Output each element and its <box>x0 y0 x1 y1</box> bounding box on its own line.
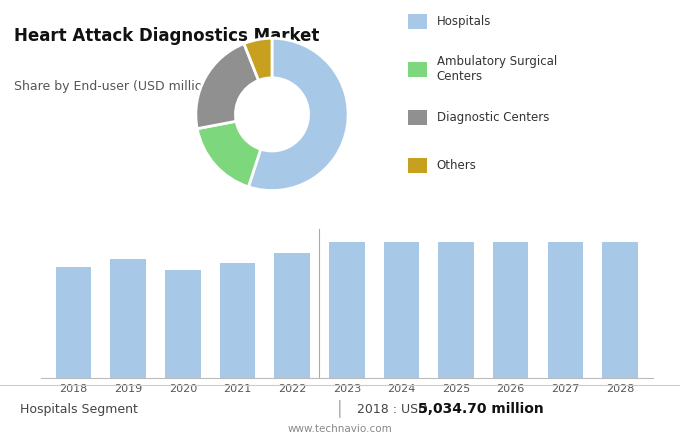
Text: Ambulatory Surgical
Centers: Ambulatory Surgical Centers <box>437 55 557 83</box>
Text: 5,034.70 million: 5,034.70 million <box>418 402 544 416</box>
Bar <box>56 267 91 378</box>
Wedge shape <box>244 38 272 81</box>
Text: Hospitals: Hospitals <box>437 15 491 28</box>
Bar <box>602 242 638 378</box>
Bar <box>329 242 364 378</box>
Bar <box>408 62 427 77</box>
Bar <box>220 263 255 378</box>
Text: www.technavio.com: www.technavio.com <box>288 424 392 434</box>
Bar <box>275 253 310 378</box>
Text: Share by End-user (USD million): Share by End-user (USD million) <box>14 80 215 93</box>
Wedge shape <box>196 44 258 128</box>
Bar <box>547 242 583 378</box>
Text: |: | <box>337 400 343 418</box>
Bar <box>408 158 427 173</box>
Text: Diagnostic Centers: Diagnostic Centers <box>437 110 549 124</box>
Bar <box>408 110 427 125</box>
Bar <box>384 242 419 378</box>
Bar <box>439 242 474 378</box>
Wedge shape <box>248 38 348 191</box>
Text: 2018 : USD: 2018 : USD <box>357 403 432 416</box>
Bar <box>408 14 427 29</box>
Text: Heart Attack Diagnostics Market: Heart Attack Diagnostics Market <box>14 27 319 45</box>
Wedge shape <box>197 121 260 187</box>
Bar <box>493 242 528 378</box>
Bar <box>110 259 146 378</box>
Bar <box>165 270 201 378</box>
Text: Hospitals Segment: Hospitals Segment <box>20 403 138 416</box>
Text: Others: Others <box>437 159 477 172</box>
